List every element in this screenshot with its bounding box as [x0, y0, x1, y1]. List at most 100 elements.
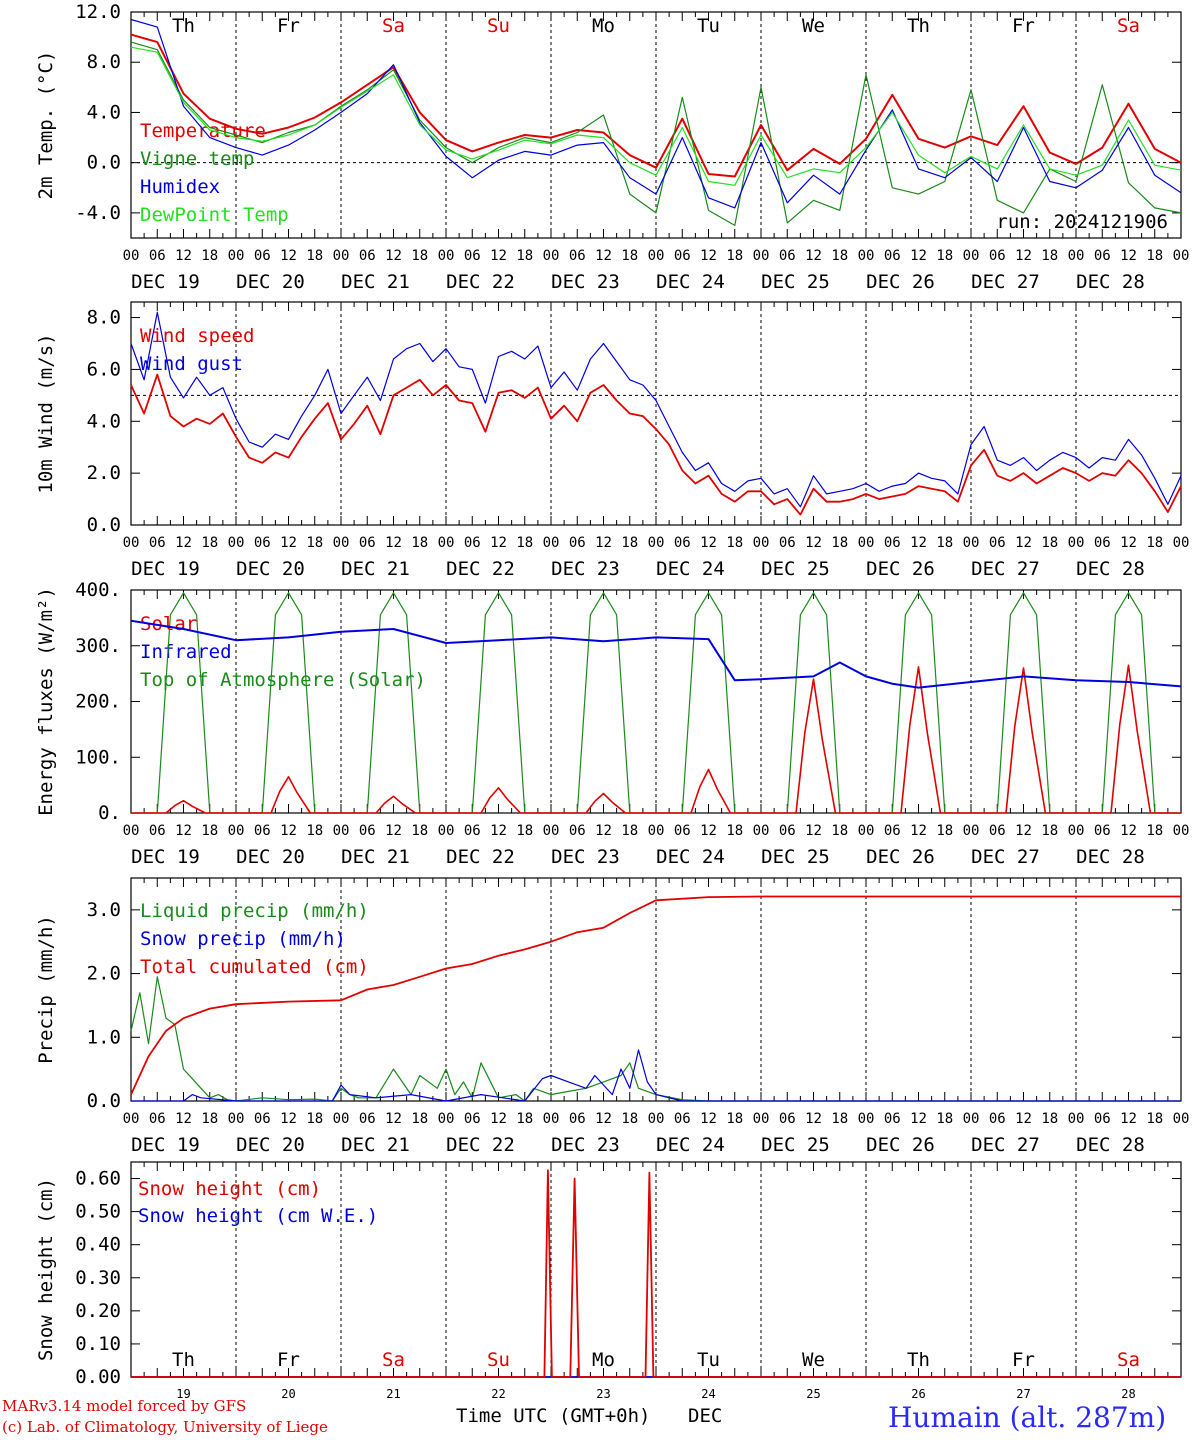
y-tick-label: 1.0 — [87, 1026, 121, 1048]
hour-label: 18 — [411, 535, 428, 551]
day-number: 24 — [701, 1387, 715, 1401]
hour-label: 12 — [1120, 823, 1137, 839]
day-number: 28 — [1121, 1387, 1135, 1401]
day-name: Tu — [697, 15, 720, 37]
hour-label: 12 — [175, 248, 192, 264]
series-line-infrared — [130, 619, 1182, 689]
y-tick-label: 200. — [75, 691, 121, 713]
hour-label: 00 — [438, 248, 455, 264]
y-tick-label: 100. — [75, 746, 121, 768]
hour-label: 00 — [648, 248, 665, 264]
series-line-vigne-temp — [130, 41, 1182, 226]
hour-label: 06 — [1094, 248, 1111, 264]
date-label: DEC 19 — [131, 271, 200, 293]
hour-label: 00 — [1173, 535, 1190, 551]
day-name: Th — [172, 15, 195, 37]
hour-label: 18 — [411, 823, 428, 839]
date-label: DEC 19 — [131, 846, 200, 868]
day-name-bottom: Fr — [1012, 1349, 1035, 1371]
date-label: DEC 21 — [341, 846, 410, 868]
series-line-temperature — [130, 33, 1182, 178]
date-label: DEC 21 — [341, 271, 410, 293]
day-name-bottom: Th — [172, 1349, 195, 1371]
hour-label: 18 — [1041, 535, 1058, 551]
date-label: DEC 26 — [866, 846, 935, 868]
hour-label: 18 — [306, 1111, 323, 1127]
hour-label: 00 — [123, 823, 140, 839]
station-name: Humain (alt. 287m) — [888, 1401, 1167, 1434]
hour-label: 00 — [438, 535, 455, 551]
hour-label: 18 — [201, 535, 218, 551]
hour-label: 00 — [438, 1111, 455, 1127]
date-label: DEC 22 — [446, 271, 515, 293]
series-line-wind-gust — [130, 311, 1182, 508]
day-name: Su — [487, 15, 510, 37]
hour-label: 06 — [149, 535, 166, 551]
hour-label: 12 — [700, 248, 717, 264]
hour-label: 12 — [175, 1111, 192, 1127]
date-label: DEC 23 — [551, 846, 620, 868]
date-label: DEC 23 — [551, 1134, 620, 1156]
day-number: 26 — [911, 1387, 925, 1401]
hour-label: 18 — [201, 248, 218, 264]
hour-label: 00 — [543, 535, 560, 551]
hour-label: 12 — [490, 823, 507, 839]
hour-label: 06 — [674, 535, 691, 551]
hour-label: 12 — [490, 1111, 507, 1127]
y-axis-label: 10m Wind (m/s) — [35, 333, 57, 493]
hour-label: 00 — [333, 1111, 350, 1127]
hour-label: 18 — [1041, 823, 1058, 839]
hour-label: 12 — [910, 535, 927, 551]
date-label: DEC 28 — [1076, 846, 1145, 868]
hour-label: 06 — [359, 823, 376, 839]
hour-label: 00 — [543, 823, 560, 839]
date-label: DEC 20 — [236, 846, 305, 868]
hour-label: 18 — [621, 823, 638, 839]
y-tick-label: 0.00 — [75, 1366, 121, 1388]
y-tick-label: 6.0 — [87, 358, 121, 380]
hour-label: 00 — [963, 535, 980, 551]
series-line-snow-precip-mm-h- — [131, 1049, 1181, 1102]
legend-entry: Humidex — [140, 176, 220, 198]
hour-label: 18 — [831, 1111, 848, 1127]
date-label: DEC 20 — [236, 271, 305, 293]
hour-label: 00 — [1068, 248, 1085, 264]
plot-frame — [130, 589, 1182, 814]
legend-entry: DewPoint Temp — [140, 204, 289, 226]
series-line-total-cumulated-cm- — [130, 895, 1181, 1095]
hour-label: 06 — [569, 823, 586, 839]
hour-label: 12 — [910, 823, 927, 839]
hour-label: 00 — [228, 535, 245, 551]
hour-label: 18 — [516, 535, 533, 551]
hour-label: 00 — [648, 535, 665, 551]
hour-label: 18 — [1041, 1111, 1058, 1127]
y-tick-label: 0.10 — [75, 1333, 121, 1355]
date-label: DEC 27 — [971, 271, 1040, 293]
hour-label: 18 — [621, 535, 638, 551]
y-tick-label: -4.0 — [75, 202, 121, 224]
hour-label: 00 — [1068, 823, 1085, 839]
day-name: Fr — [1012, 15, 1035, 37]
hour-label: 12 — [1120, 535, 1137, 551]
hour-label: 00 — [123, 248, 140, 264]
y-axis-label: Energy fluxes (W/m²) — [35, 587, 57, 816]
hour-label: 06 — [1094, 1111, 1111, 1127]
hour-label: 12 — [700, 535, 717, 551]
hour-label: 00 — [858, 248, 875, 264]
day-name: Sa — [1117, 15, 1140, 37]
hour-label: 12 — [385, 1111, 402, 1127]
hour-label: 12 — [1015, 823, 1032, 839]
hour-label: 06 — [989, 823, 1006, 839]
y-tick-label: 0.60 — [75, 1168, 121, 1190]
hour-label: 12 — [490, 248, 507, 264]
hour-label: 18 — [1146, 823, 1163, 839]
y-tick-label: 0.0 — [87, 1090, 121, 1112]
hour-label: 18 — [936, 535, 953, 551]
hour-label: 18 — [516, 1111, 533, 1127]
hour-label: 00 — [858, 535, 875, 551]
date-label: DEC 27 — [971, 1134, 1040, 1156]
hour-label: 12 — [805, 1111, 822, 1127]
hour-label: 12 — [385, 248, 402, 264]
hour-label: 18 — [1146, 248, 1163, 264]
y-tick-label: 8.0 — [87, 51, 121, 73]
